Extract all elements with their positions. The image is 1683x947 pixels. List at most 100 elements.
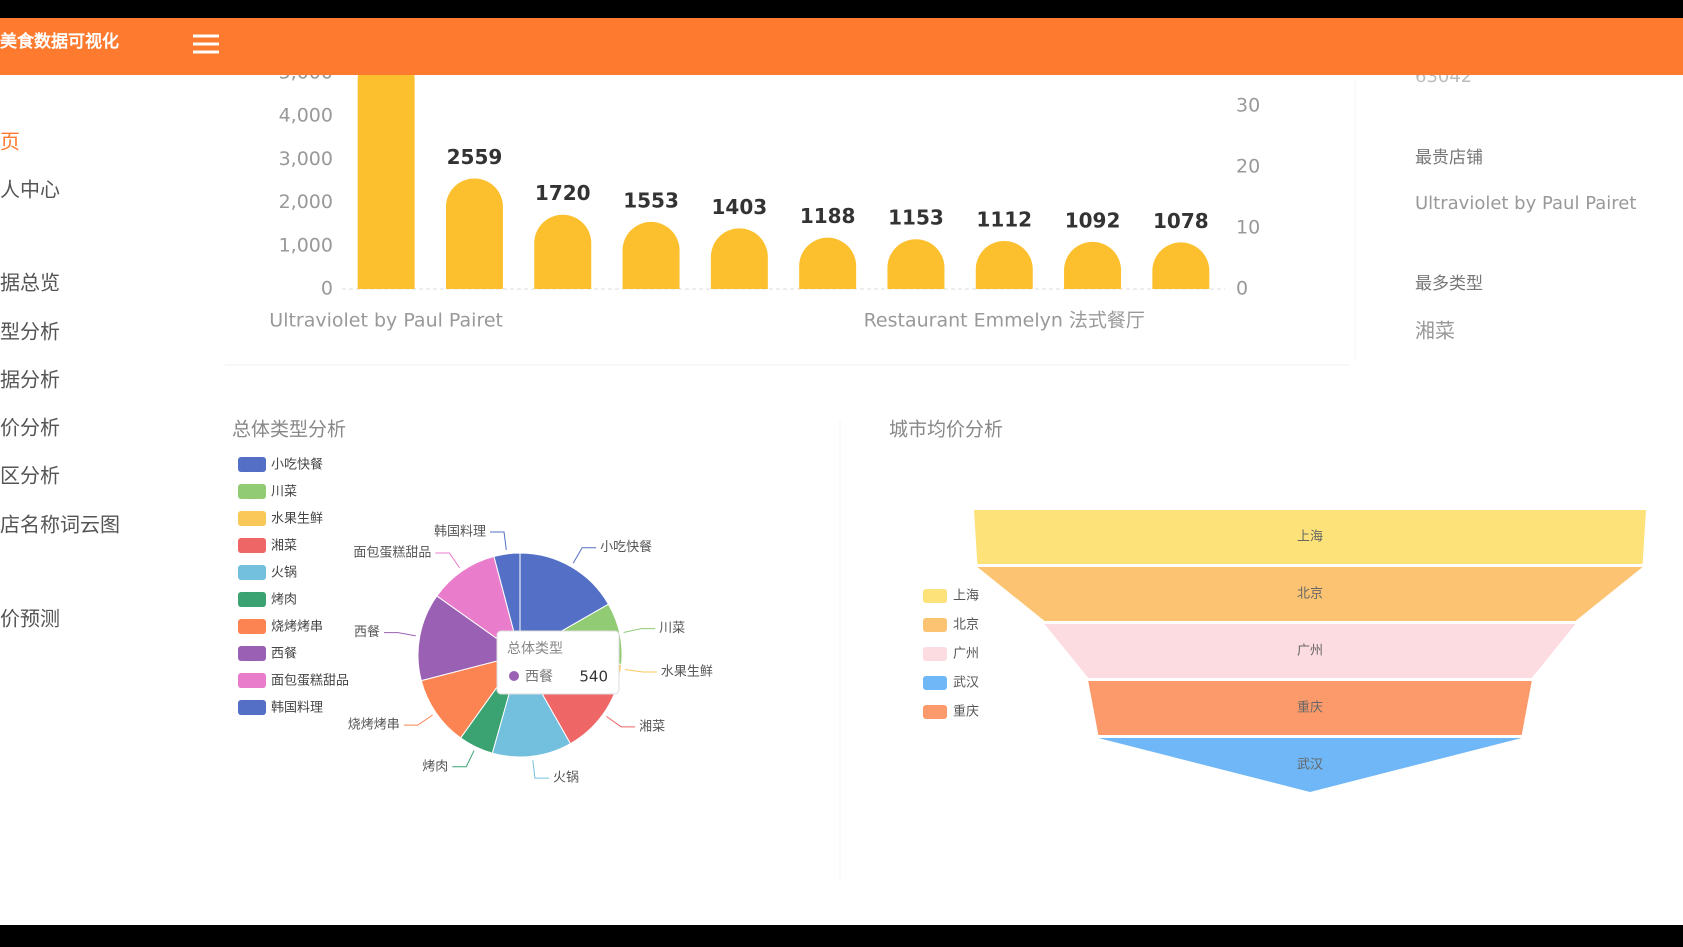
slice-label: 韩国料理	[434, 525, 486, 540]
bar	[1064, 241, 1122, 289]
legend-label[interactable]: 川菜	[271, 485, 297, 500]
legend-swatch[interactable]	[923, 705, 947, 719]
value-label: 1188	[800, 204, 856, 228]
bar	[1152, 242, 1210, 289]
content: 页人中心据总览型分析据分析价分析区分析店名称词云图价预测63042最贵店铺Ult…	[0, 51, 1646, 880]
legend-swatch[interactable]	[923, 618, 947, 632]
nav-item[interactable]: 据分析	[0, 368, 60, 392]
stat-value: 湘菜	[1415, 319, 1455, 343]
y-tick-label: 1,000	[279, 234, 333, 256]
funnel-layer[interactable]	[974, 510, 1646, 564]
nav-item[interactable]: 型分析	[0, 320, 60, 344]
tooltip-name: 西餐	[525, 669, 553, 685]
slice-label: 湘菜	[639, 719, 665, 734]
legend-label[interactable]: 水果生鲜	[271, 512, 323, 527]
nav-item[interactable]: 区分析	[0, 464, 60, 488]
funnel-label: 上海	[1297, 530, 1323, 545]
legend-swatch[interactable]	[238, 457, 266, 472]
y2-tick-label: 20	[1236, 156, 1260, 178]
value-label: 2559	[447, 145, 503, 169]
legend-label[interactable]: 西餐	[271, 646, 297, 662]
pie-slice[interactable]	[420, 654, 522, 739]
stat-value: Ultraviolet by Paul Pairet	[1415, 193, 1636, 214]
letterbox	[0, 0, 1683, 18]
y2-tick-label: 30	[1236, 95, 1260, 117]
legend-swatch[interactable]	[923, 676, 947, 690]
legend-label[interactable]: 上海	[953, 589, 979, 604]
app-title: 美食数据可视化	[0, 31, 119, 52]
legend-swatch[interactable]	[923, 647, 947, 661]
leader-line	[435, 552, 461, 569]
legend-swatch[interactable]	[238, 646, 266, 661]
legend-label[interactable]: 韩国料理	[271, 701, 323, 716]
tooltip-dot	[509, 671, 519, 681]
legend-label[interactable]: 小吃快餐	[271, 457, 323, 473]
nav-item[interactable]: 价预测	[0, 607, 60, 631]
legend-swatch[interactable]	[238, 592, 266, 607]
legend-swatch[interactable]	[238, 565, 266, 580]
value-label: 1112	[976, 207, 1032, 231]
legend-swatch[interactable]	[238, 700, 266, 715]
leader-line	[403, 714, 433, 726]
funnel-label: 重庆	[1297, 700, 1323, 716]
legend-swatch[interactable]	[238, 484, 266, 499]
chart-title: 城市均价分析	[889, 419, 1003, 441]
legend-label[interactable]: 火锅	[271, 565, 297, 581]
slice-label: 面包蛋糕甜品	[353, 545, 431, 561]
pie-slice[interactable]	[491, 653, 572, 758]
y-tick-label: 3,000	[279, 148, 333, 170]
tooltip	[496, 630, 620, 695]
slice-label: 川菜	[659, 621, 685, 636]
y-tick-label: 0	[321, 278, 333, 300]
legend-label[interactable]: 重庆	[953, 704, 979, 720]
legend-label[interactable]: 湘菜	[271, 539, 297, 554]
nav-item[interactable]: 店名称词云图	[0, 513, 120, 537]
legend-label[interactable]: 北京	[953, 618, 979, 633]
nav-item[interactable]: 人中心	[0, 178, 60, 202]
x-tick-label: Ultraviolet by Paul Pairet	[269, 310, 503, 332]
value-label: 1092	[1065, 208, 1121, 232]
nav-item[interactable]: 价分析	[0, 416, 60, 440]
slice-label: 水果生鲜	[661, 664, 713, 679]
letterbox	[0, 925, 1683, 947]
legend-swatch[interactable]	[238, 511, 266, 526]
leader-line	[572, 547, 597, 564]
funnel-layer[interactable]	[977, 567, 1643, 621]
slice-label: 火锅	[553, 770, 579, 786]
bar	[534, 214, 592, 289]
legend-label[interactable]: 武汉	[953, 676, 979, 691]
bar	[975, 240, 1033, 289]
y-tick-label: 4,000	[279, 105, 333, 127]
legend-label[interactable]: 烤肉	[271, 593, 297, 608]
y2-tick-label: 0	[1236, 278, 1248, 300]
pie-slice[interactable]	[493, 552, 521, 656]
bar	[357, 51, 415, 290]
stat-label: 最贵店铺	[1415, 148, 1483, 168]
funnel-layer[interactable]	[1044, 624, 1576, 678]
funnel-label: 武汉	[1297, 758, 1323, 773]
stat-label: 最多类型	[1415, 274, 1483, 294]
pie-slice[interactable]	[436, 555, 521, 657]
legend-swatch[interactable]	[238, 619, 266, 634]
leader-line	[532, 760, 549, 779]
nav-item[interactable]: 据总览	[0, 271, 60, 295]
menu-button[interactable]	[193, 34, 219, 54]
legend-swatch[interactable]	[238, 538, 266, 553]
funnel-layer[interactable]	[1088, 681, 1532, 735]
slice-label: 小吃快餐	[600, 539, 652, 555]
nav-item[interactable]: 页	[0, 130, 20, 154]
pie-slice[interactable]	[417, 595, 522, 682]
leader-line	[624, 669, 657, 673]
leader-line	[452, 750, 475, 768]
legend-label[interactable]: 面包蛋糕甜品	[271, 673, 349, 689]
legend-label[interactable]: 广州	[953, 647, 979, 662]
chart-title: 总体类型分析	[232, 419, 346, 441]
slice-label: 西餐	[354, 624, 380, 640]
pie-slice[interactable]	[519, 552, 610, 656]
y-tick-label: 2,000	[279, 191, 333, 213]
funnel-label: 北京	[1297, 587, 1323, 602]
legend-swatch[interactable]	[238, 673, 266, 688]
legend-swatch[interactable]	[923, 589, 947, 603]
funnel-layer[interactable]	[1098, 738, 1522, 792]
legend-label[interactable]: 烧烤烤串	[271, 620, 323, 635]
